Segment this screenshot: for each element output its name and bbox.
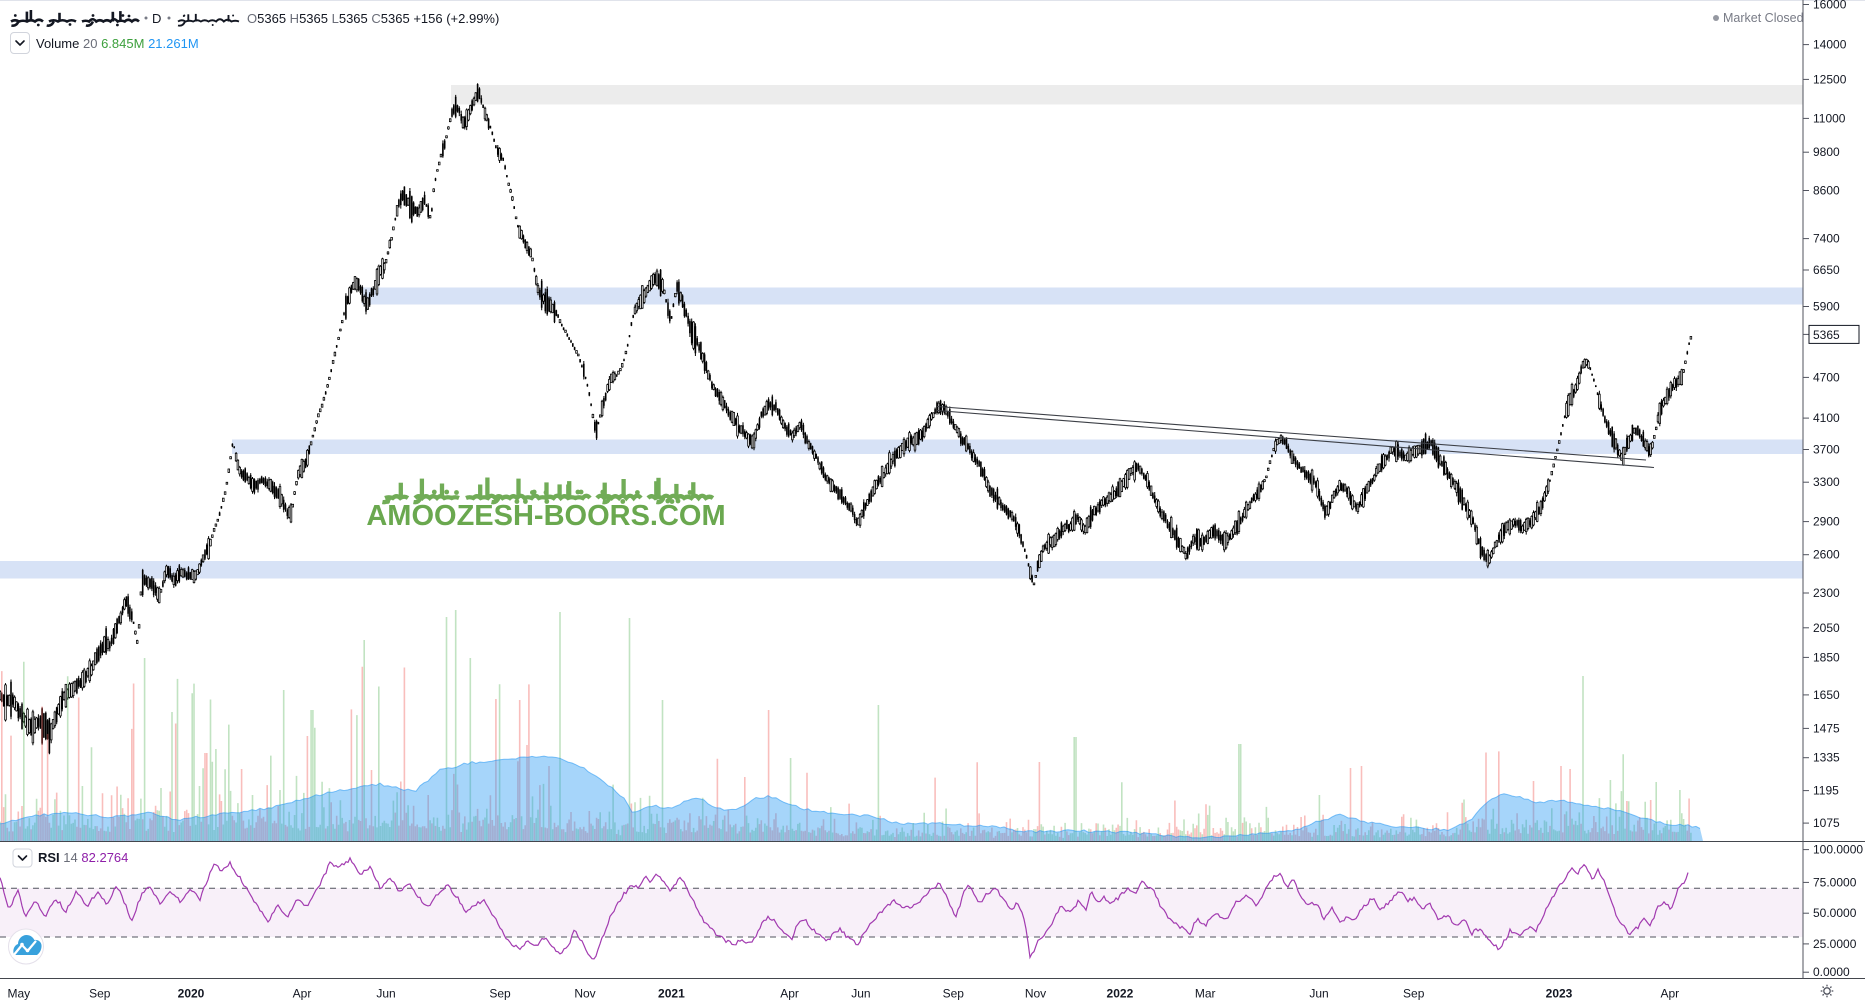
svg-text:1475: 1475 [1813, 721, 1840, 735]
svg-text:Apr: Apr [1660, 987, 1679, 1001]
svg-text:Sep: Sep [89, 987, 111, 1001]
svg-text:1075: 1075 [1813, 816, 1840, 830]
svg-text:3300: 3300 [1813, 475, 1840, 489]
svg-text:2022: 2022 [1107, 987, 1134, 1001]
svg-text:Sep: Sep [943, 987, 965, 1001]
svg-text:Nov: Nov [574, 987, 595, 1001]
svg-text:Jun: Jun [851, 987, 870, 1001]
svg-text:RSI 14 82.2764: RSI 14 82.2764 [38, 850, 128, 865]
svg-text:8600: 8600 [1813, 184, 1840, 198]
svg-text:75.0000: 75.0000 [1813, 875, 1857, 889]
svg-text:Sep: Sep [489, 987, 511, 1001]
svg-text:14000: 14000 [1813, 38, 1847, 52]
svg-text:2050: 2050 [1813, 621, 1840, 635]
svg-text:7400: 7400 [1813, 232, 1840, 246]
svg-text:AMOOZESH-BOORS.COM: AMOOZESH-BOORS.COM [366, 500, 725, 532]
svg-text:2300: 2300 [1813, 586, 1840, 600]
svg-text:9800: 9800 [1813, 145, 1840, 159]
svg-text:100.0000: 100.0000 [1813, 843, 1863, 857]
svg-text:11000: 11000 [1813, 111, 1846, 125]
svg-text:Sep: Sep [1403, 987, 1425, 1001]
svg-text:Market Closed: Market Closed [1723, 11, 1804, 25]
svg-text:5365: 5365 [1813, 328, 1840, 342]
svg-text:Jun: Jun [376, 987, 395, 1001]
svg-text:Nov: Nov [1025, 987, 1046, 1001]
svg-text:D: D [152, 11, 161, 26]
svg-text:1850: 1850 [1813, 650, 1840, 664]
svg-text:16000: 16000 [1813, 0, 1847, 12]
svg-text:2900: 2900 [1813, 515, 1840, 529]
svg-text:O5365 H5365 L5365 C5365 +156 (: O5365 H5365 L5365 C5365 +156 (+2.99%) [247, 11, 499, 26]
svg-text:Jun: Jun [1309, 987, 1328, 1001]
svg-text:0.0000: 0.0000 [1813, 965, 1850, 979]
svg-text:2600: 2600 [1813, 548, 1840, 562]
svg-text:Mar: Mar [1195, 987, 1216, 1001]
svg-text:3700: 3700 [1813, 443, 1840, 457]
svg-text:2020: 2020 [178, 987, 205, 1001]
svg-text:Apr: Apr [780, 987, 799, 1001]
svg-text:2023: 2023 [1546, 987, 1573, 1001]
svg-text:1195: 1195 [1813, 784, 1839, 798]
svg-text:4700: 4700 [1813, 370, 1840, 384]
svg-text:5900: 5900 [1813, 300, 1840, 314]
svg-text:4100: 4100 [1813, 411, 1840, 425]
svg-text:1650: 1650 [1813, 688, 1840, 702]
svg-text:May: May [7, 987, 30, 1001]
svg-text:25.0000: 25.0000 [1813, 937, 1857, 951]
svg-text:1335: 1335 [1813, 751, 1840, 765]
svg-text:50.0000: 50.0000 [1813, 906, 1857, 920]
svg-text:12500: 12500 [1813, 72, 1847, 86]
svg-text:Apr: Apr [293, 987, 312, 1001]
svg-text:Volume 20 6.845M 21.261M: Volume 20 6.845M 21.261M [36, 36, 199, 51]
svg-text:2021: 2021 [658, 987, 685, 1001]
svg-text:6650: 6650 [1813, 263, 1840, 277]
